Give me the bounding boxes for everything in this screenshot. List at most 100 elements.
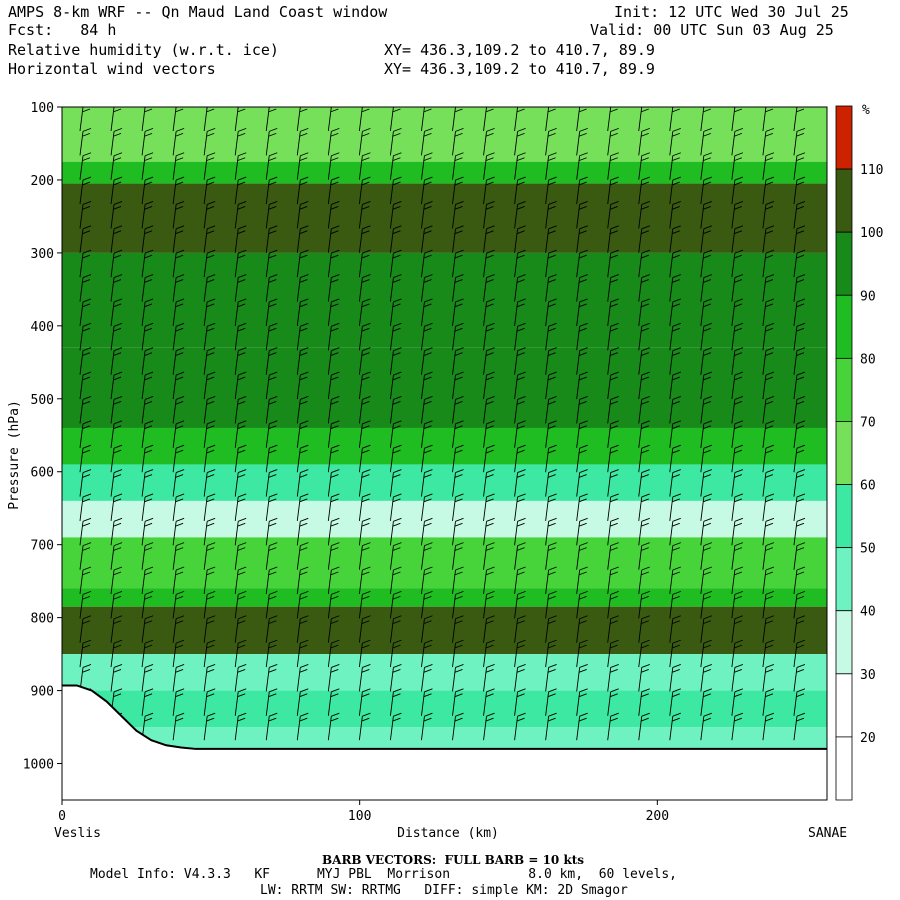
wind-barb [483,152,495,180]
wind-barb [110,420,123,448]
wind-barb [389,249,402,278]
wind-barb [79,469,92,497]
wind-barb [110,469,123,497]
wind-barb [421,249,433,278]
wind-barb [296,566,309,595]
wind-barb [172,152,185,180]
wind-barb [731,712,744,741]
wind-barb [607,615,619,643]
wind-barb [234,298,247,327]
wind-barb [607,249,619,278]
wind-barb [762,249,775,278]
wind-barb [296,639,309,668]
wind-barb [172,542,185,570]
wind-barb [514,371,526,400]
wind-barb [762,712,775,741]
wind-barb [110,371,123,400]
y-axis: 100 200 300 400 500 600 700 800 900 1000 [23,101,62,773]
wind-barb [203,688,216,716]
terrain [62,684,827,800]
wind-barb [638,590,650,619]
wind-barb [110,249,123,278]
wind-barb [638,176,650,205]
wind-barb [731,322,744,351]
wind-barb [141,176,154,205]
wind-barb [203,322,216,351]
wind-barb [545,249,557,278]
wind-barb [514,298,526,327]
wind-barb [110,590,123,619]
wind-barb [793,298,806,327]
wind-barb [358,249,371,278]
wind-barb [110,493,123,521]
wind-barb [483,639,495,668]
colorbar-swatch [835,610,853,675]
wind-barb [731,517,744,546]
wind-barb [700,298,712,327]
wind-barb [296,469,309,497]
wind-barb [700,566,712,595]
wind-barb [762,396,775,424]
wind-barb [358,347,371,375]
barb-note: BARB VECTORS: FULL BARB = 10 kts [322,853,585,867]
y-tick-label: 100 [31,101,54,116]
wind-barb [141,444,154,473]
wind-barb [110,176,123,205]
wind-barb [234,225,247,253]
wind-barb [700,274,712,302]
y-tick-label: 300 [31,247,54,262]
wind-barb [79,152,92,180]
wind-barb [669,712,681,741]
wind-barb [793,225,806,253]
wind-barb [79,322,92,351]
wind-barb [389,371,402,400]
wind-barb [79,107,91,132]
wind-barb [793,347,806,375]
colorbar-unit: % [862,103,870,118]
wind-barb [234,639,247,668]
rh-band-6 [62,464,827,501]
wind-barb [762,107,774,132]
wind-barb [327,249,340,278]
wind-barb [576,688,588,716]
wind-barb [141,566,154,595]
wind-barb [452,274,464,302]
wind-barb [358,322,371,351]
wind-barb [203,152,216,180]
wind-barb [483,444,495,473]
wind-barb [141,298,154,327]
wind-barb [576,298,588,327]
wind-barb [141,493,154,521]
wind-barb [638,274,650,302]
wind-barb [731,615,744,643]
wind-barb [762,274,775,302]
colorbar-swatch [835,736,853,801]
wind-barb [358,298,371,327]
wind-barb [762,176,775,205]
wind-barb [607,107,618,132]
wind-barb [793,566,806,595]
colorbar-tick-label: 20 [860,731,876,746]
wind-barb [421,639,433,668]
wind-barb [172,688,185,716]
wind-barb [669,444,681,473]
wind-barb [203,517,216,546]
wind-barb [793,371,806,400]
x-tick-label: 100 [348,809,371,824]
wind-barb [389,542,402,570]
wind-barb [234,322,247,351]
wind-barb [358,176,371,205]
wind-barb [545,152,557,180]
wind-barb [358,444,371,473]
wind-barb [607,688,619,716]
x-end-label: SANAE [808,826,847,841]
wind-barb [265,542,278,570]
wind-barb [793,469,806,497]
wind-barb [638,298,650,327]
wind-barb [607,201,619,229]
wind-barb [327,396,340,424]
wind-barb [265,712,278,741]
wind-barb [514,615,526,643]
y-tick-label: 500 [31,393,54,408]
wind-barb [452,127,464,156]
